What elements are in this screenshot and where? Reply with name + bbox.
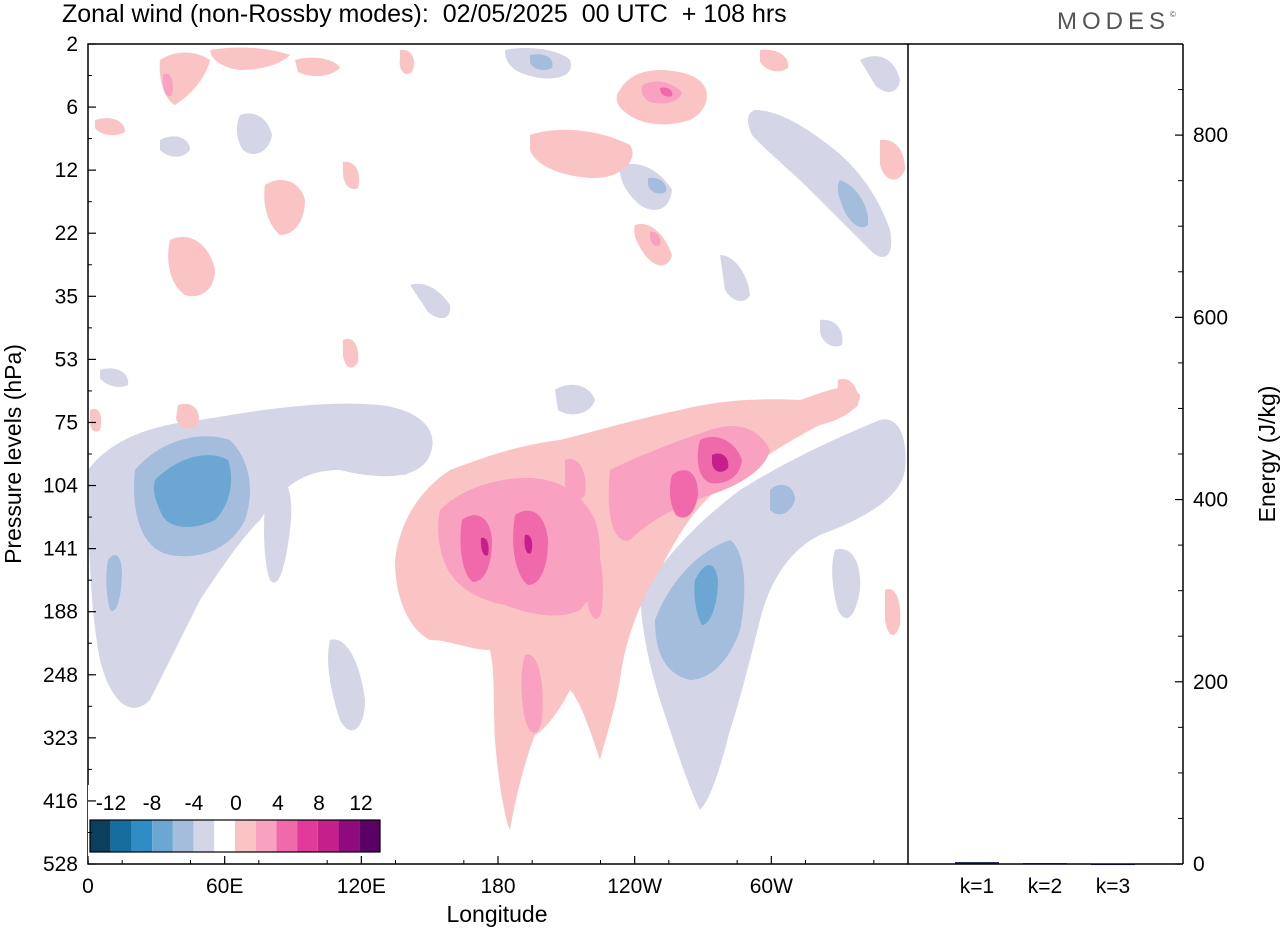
y-tick-label: 323 [43,727,78,750]
colorbar-labels: -12 -8 -4 0 4 8 12 [96,792,373,815]
energy-category-label: k=1 [960,875,994,898]
energy-bar [955,862,999,864]
colorbar-label: 8 [313,792,325,815]
y-tick-label: 141 [43,538,78,561]
energy-tick-label: 400 [1193,489,1228,512]
colorbar-swatch [110,820,132,852]
colorbar-swatch [297,820,318,852]
energy-tick-label: 200 [1193,671,1228,694]
colorbar: -12 -8 -4 0 4 8 12 [88,785,388,860]
y-tick-label: 53 [55,348,78,371]
y-tick-label: 75 [55,411,78,434]
colorbar-swatch [214,820,235,852]
x-tick-label: 60E [206,875,243,898]
y-tick-label: 22 [55,222,78,245]
x-tick-label: 0 [82,875,94,898]
copyright-mark: © [1170,10,1176,19]
colorbar-swatch [193,820,215,852]
y-axis-title: Pressure levels (hPa) [0,344,26,564]
energy-category-label: k=3 [1096,875,1130,898]
chart-title: Zonal wind (non-Rossby modes): 02/05/202… [62,0,787,28]
modes-logo: MODES© [1057,8,1176,36]
energy-bar [1023,863,1067,865]
y-tick-label: 12 [55,159,78,182]
colorbar-swatch [235,820,256,852]
colorbar-frame [89,819,381,853]
colorbar-label: 12 [349,792,372,815]
energy-tick-label: 0 [1193,853,1205,876]
energy-tick-label: 800 [1193,124,1228,147]
colorbar-label: -12 [96,792,126,815]
energy-category-label: k=2 [1028,875,1062,898]
colorbar-swatches [89,819,381,853]
energy-bar [1091,863,1135,866]
y-tick-label: 2 [66,33,78,56]
x-tick-label: 120E [337,875,386,898]
positive-anomaly-region [89,47,905,830]
x-tick-label: 120W [607,875,662,898]
energy-tick-label: 600 [1193,306,1228,329]
y-axis-ticks: 2 6 12 22 35 53 75 104 141 188 248 323 416 528 [43,33,96,876]
energy-bars: k=1 k=2 k=3 [955,862,1135,898]
colorbar-swatch [317,820,339,852]
colorbar-label: -8 [143,792,162,815]
x-tick-label: 60W [750,875,793,898]
colorbar-swatch [338,820,360,852]
colorbar-swatch [359,820,380,852]
colorbar-label: 0 [230,792,242,815]
negative-anomaly-region [88,48,906,810]
colorbar-swatch [90,820,111,852]
wind-field [88,47,906,830]
energy-axis-ticks: 0 200 400 600 800 [1175,89,1228,876]
y-tick-label: 416 [43,790,78,813]
colorbar-swatch [172,820,194,852]
colorbar-swatch [276,820,298,852]
x-tick-label: 180 [480,875,515,898]
y-tick-label: 188 [43,601,78,624]
y-tick-label: 248 [43,664,78,687]
colorbar-swatch [131,820,153,852]
energy-axis-title: Energy (J/kg) [1254,386,1280,523]
y-tick-label: 6 [66,96,78,119]
colorbar-label: 4 [272,792,284,815]
colorbar-swatch [152,820,173,852]
y-tick-label: 35 [55,285,78,308]
y-tick-label: 104 [43,475,78,498]
y-tick-label: 528 [43,853,78,876]
logo-text: MODES [1057,8,1171,35]
x-axis-ticks: 0 60E 120E 180 120W 60W [82,856,875,898]
colorbar-swatch [255,820,277,852]
colorbar-label: -4 [185,792,204,815]
x-axis-title: Longitude [446,901,547,927]
